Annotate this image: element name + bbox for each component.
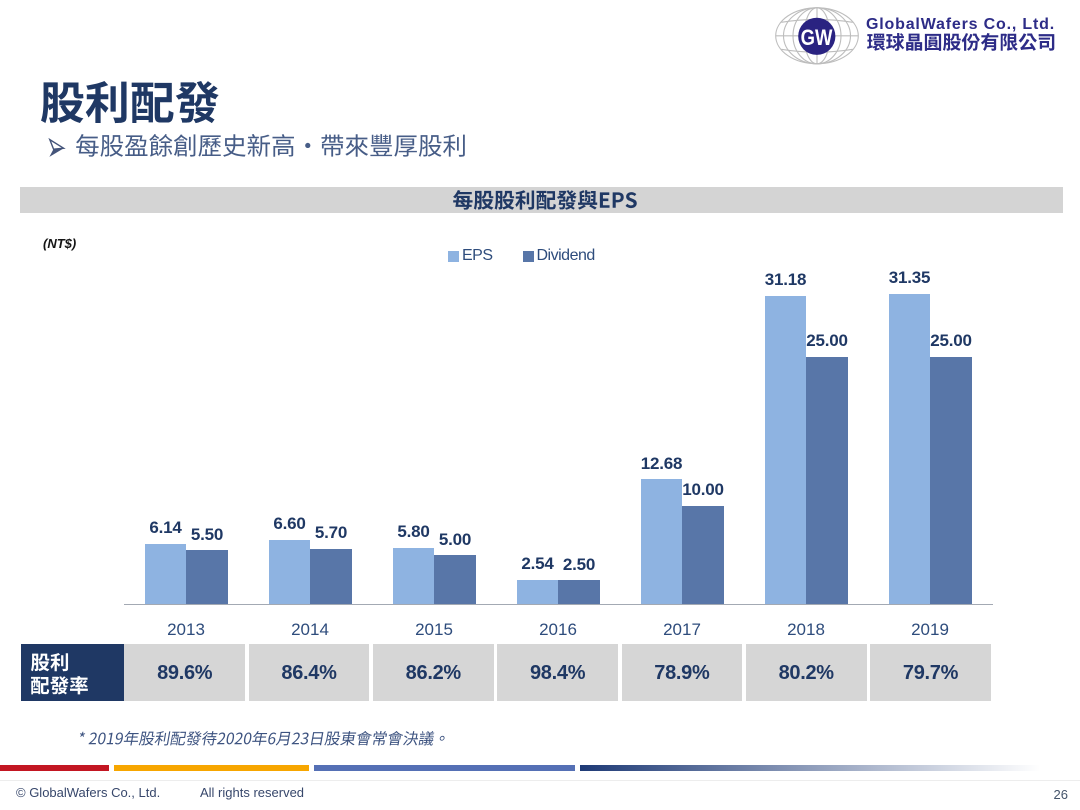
svg-text:GW: GW <box>801 25 833 50</box>
